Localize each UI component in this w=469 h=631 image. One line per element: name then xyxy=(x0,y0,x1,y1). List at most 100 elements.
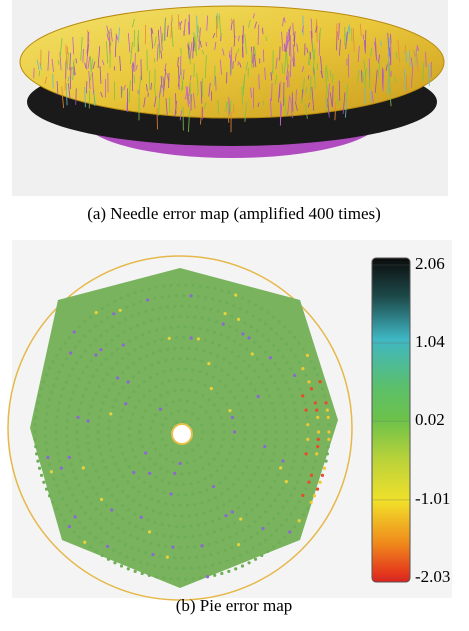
marker xyxy=(231,510,234,513)
marker xyxy=(52,477,55,480)
needle xyxy=(196,36,197,56)
marker xyxy=(323,394,326,397)
marker xyxy=(159,554,162,557)
marker xyxy=(273,362,276,365)
marker xyxy=(229,390,232,393)
marker xyxy=(58,491,61,494)
marker xyxy=(59,348,62,351)
marker xyxy=(203,478,206,481)
tick-label: 2.06 xyxy=(415,254,445,273)
marker xyxy=(285,381,288,384)
marker xyxy=(131,448,134,451)
marker xyxy=(207,463,210,466)
marker xyxy=(245,395,248,398)
marker xyxy=(204,296,207,299)
colorbar xyxy=(372,258,410,582)
marker xyxy=(323,467,326,470)
marker xyxy=(36,401,39,404)
marker xyxy=(136,324,139,327)
marker xyxy=(120,564,123,567)
marker xyxy=(108,441,111,444)
marker xyxy=(166,348,169,351)
marker xyxy=(151,553,154,556)
marker xyxy=(256,503,259,506)
marker xyxy=(84,349,87,352)
marker xyxy=(124,543,127,546)
marker xyxy=(209,445,212,448)
marker xyxy=(83,335,86,338)
marker xyxy=(151,441,154,444)
marker xyxy=(229,362,232,365)
marker xyxy=(210,474,213,477)
marker xyxy=(151,420,154,423)
marker xyxy=(162,576,165,579)
marker xyxy=(240,409,243,412)
marker xyxy=(83,541,86,544)
marker xyxy=(316,487,319,490)
marker xyxy=(269,486,272,489)
marker xyxy=(295,416,298,419)
marker xyxy=(226,488,229,491)
marker xyxy=(164,417,167,420)
marker xyxy=(235,329,238,332)
marker xyxy=(164,316,167,319)
marker xyxy=(171,546,174,549)
marker xyxy=(55,354,58,357)
marker xyxy=(65,357,68,360)
marker xyxy=(148,457,151,460)
marker xyxy=(251,452,254,455)
marker xyxy=(319,481,322,484)
marker xyxy=(294,409,297,412)
marker xyxy=(175,336,178,339)
marker xyxy=(124,402,127,405)
caption-a: (a) Needle error map (amplified 400 time… xyxy=(87,204,381,223)
marker xyxy=(293,487,296,490)
marker xyxy=(118,423,121,426)
marker xyxy=(234,366,237,369)
marker xyxy=(184,577,187,580)
marker xyxy=(272,409,275,412)
marker xyxy=(224,514,227,517)
marker xyxy=(191,492,194,495)
marker xyxy=(113,300,116,303)
marker xyxy=(264,510,267,513)
marker xyxy=(310,474,313,477)
marker xyxy=(114,462,117,465)
marker xyxy=(191,284,194,287)
marker xyxy=(132,390,135,393)
marker xyxy=(83,320,86,323)
marker xyxy=(243,321,246,324)
marker xyxy=(253,370,256,373)
marker xyxy=(130,315,133,318)
marker xyxy=(89,531,92,534)
marker xyxy=(186,357,189,360)
marker xyxy=(68,336,71,339)
marker xyxy=(190,336,193,339)
marker xyxy=(44,434,47,437)
marker xyxy=(132,303,135,306)
marker xyxy=(89,456,92,459)
marker xyxy=(169,535,172,538)
marker xyxy=(121,504,124,507)
marker xyxy=(195,470,198,473)
marker xyxy=(94,339,97,342)
marker xyxy=(281,374,284,377)
marker xyxy=(137,490,140,493)
marker xyxy=(214,496,217,499)
tick-label: 0.02 xyxy=(415,410,445,429)
marker xyxy=(193,401,196,404)
marker xyxy=(275,529,278,532)
marker xyxy=(295,445,298,448)
marker xyxy=(233,430,236,433)
marker xyxy=(42,380,45,383)
marker xyxy=(179,315,182,318)
marker xyxy=(149,376,152,379)
marker xyxy=(175,378,178,381)
marker xyxy=(164,545,167,548)
marker xyxy=(122,517,125,520)
marker xyxy=(190,567,193,570)
marker xyxy=(280,524,283,527)
marker xyxy=(134,406,137,409)
marker xyxy=(262,452,265,455)
marker xyxy=(270,459,273,462)
